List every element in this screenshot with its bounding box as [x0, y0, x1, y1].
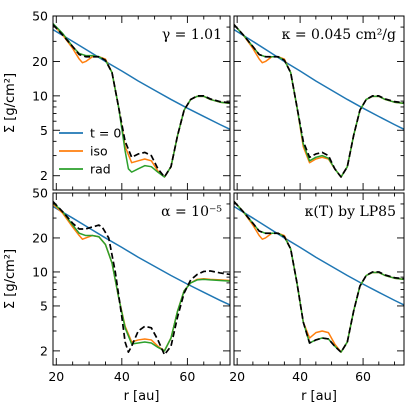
- legend-label-1: t = 0: [90, 126, 121, 141]
- series-line-t0: [53, 28, 230, 130]
- x-axis-label: r [au]: [301, 389, 337, 404]
- panel-4: [233, 192, 405, 366]
- y-tick-label: 2: [40, 168, 48, 183]
- y-tick-label: 50: [32, 9, 48, 24]
- series-line-t0: [53, 205, 230, 306]
- panel-frame: [233, 15, 405, 191]
- y-tick-label: 2: [40, 343, 48, 358]
- y-tick-label: 20: [32, 230, 48, 245]
- x-tick-label: 40: [114, 369, 130, 384]
- series-line-rad: [53, 202, 230, 352]
- x-axis-label: r [au]: [124, 389, 160, 404]
- x-tick-label: 40: [292, 369, 308, 384]
- series-line-t0: [234, 205, 404, 306]
- panel-2: [233, 15, 405, 191]
- panel-1: [52, 15, 231, 191]
- x-tick-label: 20: [229, 369, 245, 384]
- y-tick-label: 50: [32, 186, 48, 201]
- panel-annotation: γ = 1.01: [162, 27, 222, 43]
- series-line-iso: [234, 24, 404, 178]
- y-tick-label: 5: [40, 298, 48, 313]
- series-line-rad: [53, 22, 230, 178]
- series-line-rad: [234, 201, 404, 353]
- y-tick-label: 10: [32, 88, 48, 103]
- series-line-dashed: [234, 24, 404, 178]
- y-tick-label: 20: [32, 54, 48, 69]
- x-tick-label: 60: [179, 369, 195, 384]
- panel-3: [52, 192, 231, 366]
- series-line-t0: [234, 28, 404, 130]
- x-tick-label: 20: [48, 369, 64, 384]
- panel-frame: [233, 192, 405, 366]
- series-line-dashed: [234, 200, 404, 353]
- series-line-iso: [53, 24, 230, 178]
- series-line-dashed: [53, 200, 230, 356]
- y-axis-label: Σ̄ [g/cm²]: [3, 249, 18, 309]
- legend-label-2: iso: [90, 144, 108, 159]
- series-line-iso: [234, 201, 404, 353]
- series-line-rad: [234, 24, 404, 178]
- panel-frame: [52, 192, 231, 366]
- y-tick-label: 10: [32, 264, 48, 279]
- y-tick-label: 5: [40, 123, 48, 138]
- series-line-dashed: [53, 24, 230, 178]
- panel-annotation: κ = 0.045 cm²/g: [282, 27, 396, 43]
- y-axis-label: Σ̄ [g/cm²]: [3, 73, 18, 133]
- panel-annotation: κ(T) by LP85: [305, 204, 396, 220]
- legend-label-3: rad: [90, 162, 111, 177]
- panel-frame: [52, 15, 231, 191]
- x-tick-label: 60: [355, 369, 371, 384]
- panel-annotation: α = 10⁻⁵: [161, 204, 222, 220]
